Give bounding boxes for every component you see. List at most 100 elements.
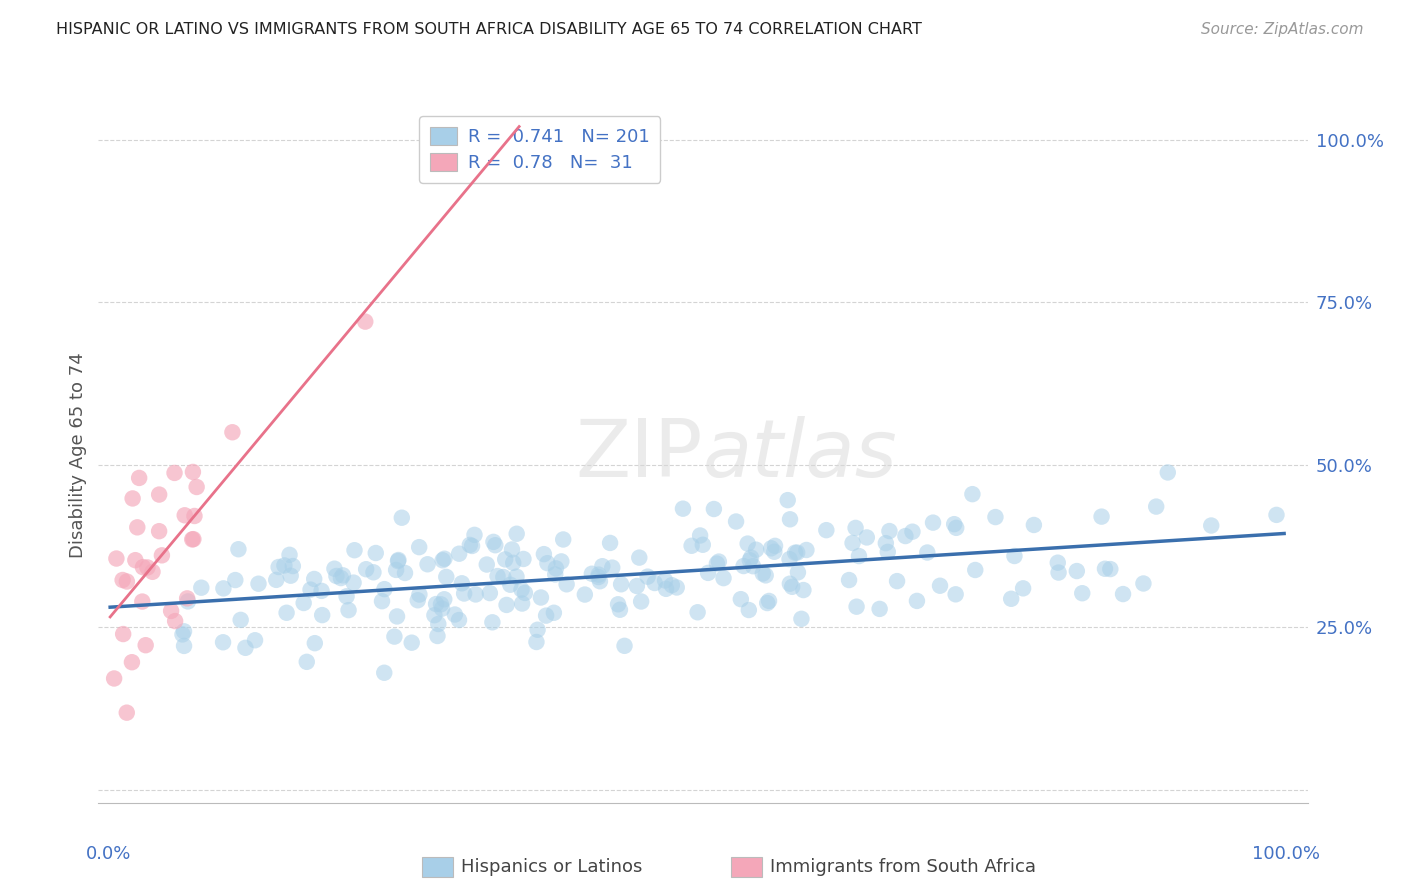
Point: [492, 570, 515, 584]
Point: [672, 501, 695, 516]
Point: [815, 523, 838, 537]
Point: [394, 566, 416, 580]
Point: [1000, 591, 1022, 606]
Point: [373, 665, 395, 680]
Point: [243, 633, 266, 648]
Point: [494, 552, 516, 566]
Point: [406, 593, 429, 607]
Point: [426, 629, 449, 643]
Point: [235, 640, 257, 655]
Point: [796, 543, 818, 558]
Point: [785, 546, 807, 560]
Point: [136, 560, 159, 574]
Point: [221, 425, 243, 440]
Point: [1004, 549, 1026, 563]
Text: HISPANIC OR LATINO VS IMMIGRANTS FROM SOUTH AFRICA DISABILITY AGE 65 TO 74 CORRE: HISPANIC OR LATINO VS IMMIGRANTS FROM SO…: [56, 22, 922, 37]
Point: [343, 543, 366, 558]
Point: [536, 556, 558, 570]
Point: [364, 546, 387, 560]
Point: [127, 520, 149, 534]
Y-axis label: Disability Age 65 to 74: Disability Age 65 to 74: [69, 352, 87, 558]
Point: [387, 554, 409, 568]
Point: [591, 559, 613, 574]
Point: [876, 545, 898, 559]
Point: [661, 578, 683, 592]
Point: [135, 638, 157, 652]
Point: [181, 533, 204, 547]
Point: [848, 549, 870, 563]
Point: [574, 588, 596, 602]
Point: [526, 635, 548, 649]
Point: [427, 617, 450, 632]
Point: [292, 596, 315, 610]
Point: [856, 531, 879, 545]
Point: [373, 582, 395, 596]
Point: [599, 536, 621, 550]
Point: [1022, 518, 1045, 533]
Point: [869, 602, 891, 616]
Point: [434, 570, 457, 584]
Point: [273, 558, 295, 573]
Point: [121, 655, 143, 669]
Point: [512, 552, 534, 566]
Point: [281, 559, 304, 574]
Point: [692, 538, 714, 552]
Point: [335, 590, 357, 604]
Point: [686, 605, 709, 619]
Point: [738, 553, 761, 567]
Point: [742, 559, 765, 574]
Point: [131, 594, 153, 608]
Point: [247, 576, 270, 591]
Point: [105, 551, 128, 566]
Point: [183, 532, 205, 546]
Point: [510, 597, 533, 611]
Point: [776, 493, 799, 508]
Point: [787, 566, 810, 580]
Point: [984, 510, 1007, 524]
Point: [845, 521, 868, 535]
Point: [894, 529, 917, 543]
Point: [758, 594, 780, 608]
Point: [363, 566, 385, 580]
Point: [458, 538, 481, 552]
Point: [430, 601, 453, 615]
Point: [738, 603, 761, 617]
Point: [550, 554, 572, 568]
Text: Source: ZipAtlas.com: Source: ZipAtlas.com: [1201, 22, 1364, 37]
Point: [886, 574, 908, 588]
Point: [745, 542, 768, 557]
Point: [681, 539, 703, 553]
Point: [453, 586, 475, 600]
Point: [148, 487, 170, 501]
Point: [689, 528, 711, 542]
Point: [1066, 564, 1088, 578]
Point: [212, 582, 235, 596]
Text: ZIP: ZIP: [575, 416, 703, 494]
Legend: R =  0.741   N= 201, R =  0.78   N=  31: R = 0.741 N= 201, R = 0.78 N= 31: [419, 116, 661, 183]
Point: [115, 574, 138, 589]
Text: 0.0%: 0.0%: [86, 845, 132, 863]
Point: [613, 639, 636, 653]
Point: [499, 578, 522, 592]
Point: [763, 545, 786, 559]
Point: [183, 508, 205, 523]
Point: [342, 575, 364, 590]
Point: [655, 582, 678, 596]
Point: [173, 624, 195, 639]
Point: [416, 558, 439, 572]
Point: [901, 524, 924, 539]
Point: [703, 502, 725, 516]
Point: [555, 577, 578, 591]
Point: [172, 627, 194, 641]
Point: [1012, 582, 1035, 596]
Point: [707, 555, 730, 569]
Point: [276, 606, 298, 620]
Point: [733, 559, 755, 574]
Point: [706, 557, 728, 571]
Point: [1132, 576, 1154, 591]
Point: [1071, 586, 1094, 600]
Point: [1157, 466, 1180, 480]
Point: [325, 569, 347, 583]
Point: [740, 550, 762, 565]
Point: [530, 591, 553, 605]
